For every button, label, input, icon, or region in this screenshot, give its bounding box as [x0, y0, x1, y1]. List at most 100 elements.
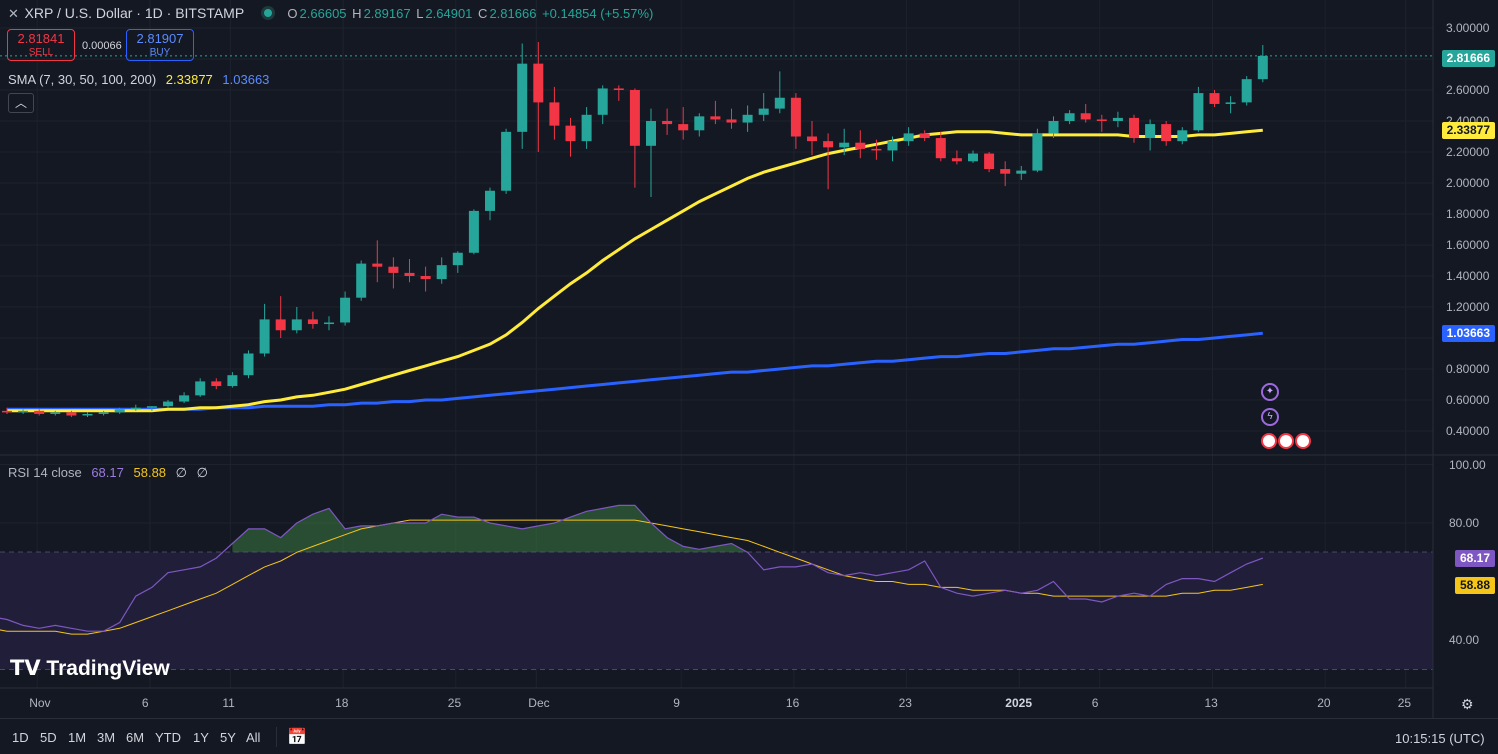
candle[interactable]: [485, 187, 495, 221]
candle[interactable]: [549, 86, 560, 140]
candle[interactable]: [501, 128, 512, 194]
candle[interactable]: [1032, 128, 1043, 173]
candle[interactable]: [130, 404, 141, 411]
candle[interactable]: [1016, 165, 1027, 180]
candle[interactable]: [887, 136, 898, 162]
candle[interactable]: [839, 128, 850, 156]
us-flag-event-icon[interactable]: [1278, 433, 1294, 449]
candle[interactable]: [404, 258, 415, 283]
candle[interactable]: [227, 372, 238, 388]
candle[interactable]: [710, 100, 721, 125]
candle[interactable]: [324, 316, 334, 331]
candle[interactable]: [533, 41, 544, 152]
candle[interactable]: [919, 130, 930, 142]
candle[interactable]: [646, 108, 656, 197]
range-button-1y[interactable]: 1Y: [193, 730, 209, 745]
candle[interactable]: [935, 131, 946, 162]
candle[interactable]: [517, 43, 528, 149]
candle[interactable]: [1129, 114, 1139, 143]
candle[interactable]: [420, 266, 431, 292]
sparkle-event-icon[interactable]: ✦: [1261, 383, 1279, 401]
candle[interactable]: [243, 350, 254, 379]
candle[interactable]: [1241, 76, 1252, 106]
candle[interactable]: [372, 240, 383, 283]
candle[interactable]: [662, 108, 673, 135]
range-button-1m[interactable]: 1M: [68, 730, 87, 745]
candle[interactable]: [356, 260, 367, 301]
candle[interactable]: [388, 257, 399, 289]
settings-gear-icon[interactable]: ⚙: [1461, 696, 1474, 712]
candle[interactable]: [629, 88, 640, 188]
range-button-3m[interactable]: 3M: [97, 730, 116, 745]
candle[interactable]: [18, 409, 29, 414]
candle[interactable]: [163, 400, 173, 408]
candle[interactable]: [1209, 90, 1220, 108]
candle[interactable]: [742, 105, 753, 132]
candle[interactable]: [1161, 121, 1172, 146]
candle[interactable]: [1225, 96, 1236, 114]
candle[interactable]: [871, 139, 882, 160]
candle[interactable]: [1177, 127, 1188, 145]
candle[interactable]: [259, 303, 270, 357]
candle[interactable]: [968, 150, 978, 163]
buy-button[interactable]: 2.81907 BUY: [126, 29, 194, 61]
candle[interactable]: [211, 378, 222, 390]
candle[interactable]: [275, 296, 286, 338]
candle[interactable]: [146, 406, 157, 411]
candle[interactable]: [613, 85, 624, 101]
candle[interactable]: [114, 407, 125, 414]
candle[interactable]: [1257, 45, 1268, 83]
us-flag-event-icon[interactable]: [1295, 433, 1311, 449]
candle[interactable]: [34, 409, 45, 416]
range-button-ytd[interactable]: YTD: [155, 730, 181, 745]
symbol-title[interactable]: XRP / U.S. Dollar · 1D · BITSTAMP: [24, 5, 245, 21]
candle[interactable]: [807, 121, 817, 156]
candle[interactable]: [1000, 161, 1011, 187]
candle[interactable]: [855, 130, 866, 159]
candle[interactable]: [758, 93, 769, 121]
candle[interactable]: [1112, 111, 1123, 128]
candle[interactable]: [98, 410, 109, 416]
close-icon[interactable]: ✕: [8, 6, 19, 21]
candle[interactable]: [66, 410, 77, 418]
range-button-5d[interactable]: 5D: [40, 730, 57, 745]
candle[interactable]: [984, 152, 995, 173]
candle[interactable]: [1048, 116, 1059, 139]
candle[interactable]: [195, 378, 206, 397]
candle[interactable]: [790, 93, 801, 149]
candle[interactable]: [340, 291, 351, 326]
sell-button[interactable]: 2.81841 SELL: [7, 29, 75, 61]
time-display[interactable]: 10:15:15 (UTC): [1395, 731, 1485, 746]
candle[interactable]: [597, 85, 608, 125]
candle[interactable]: [694, 113, 705, 137]
candle[interactable]: [179, 392, 190, 404]
range-button-6m[interactable]: 6M: [126, 730, 145, 745]
rsi-legend[interactable]: RSI 14 close 68.17 58.88 ∅ ∅: [8, 465, 210, 481]
lightning-event-icon[interactable]: ϟ: [1261, 408, 1279, 426]
calendar-goto-icon[interactable]: 📅: [287, 729, 307, 746]
collapse-legend-button[interactable]: ︿: [8, 93, 34, 113]
range-button-all[interactable]: All: [246, 730, 261, 745]
candle[interactable]: [1080, 103, 1091, 123]
candle[interactable]: [951, 150, 962, 165]
sma-legend[interactable]: SMA (7, 30, 50, 100, 200) 2.33877 1.0366…: [8, 72, 271, 87]
candle[interactable]: [1064, 110, 1075, 125]
candle[interactable]: [1145, 119, 1156, 151]
range-button-5y[interactable]: 5Y: [220, 730, 236, 745]
candle[interactable]: [726, 108, 737, 129]
range-button-1d[interactable]: 1D: [12, 730, 29, 745]
candle[interactable]: [774, 71, 785, 114]
candle[interactable]: [823, 133, 834, 190]
candle[interactable]: [291, 307, 302, 334]
candle[interactable]: [1193, 86, 1204, 132]
us-flag-event-icon[interactable]: [1261, 433, 1277, 449]
candle[interactable]: [678, 107, 689, 140]
tradingview-logo[interactable]: 𝗧𝗩 TradingView: [10, 656, 170, 681]
candle[interactable]: [307, 311, 318, 329]
candle[interactable]: [581, 107, 592, 149]
candle[interactable]: [452, 251, 463, 273]
candle[interactable]: [50, 410, 61, 416]
candle[interactable]: [1096, 114, 1107, 132]
candle[interactable]: [82, 412, 93, 418]
